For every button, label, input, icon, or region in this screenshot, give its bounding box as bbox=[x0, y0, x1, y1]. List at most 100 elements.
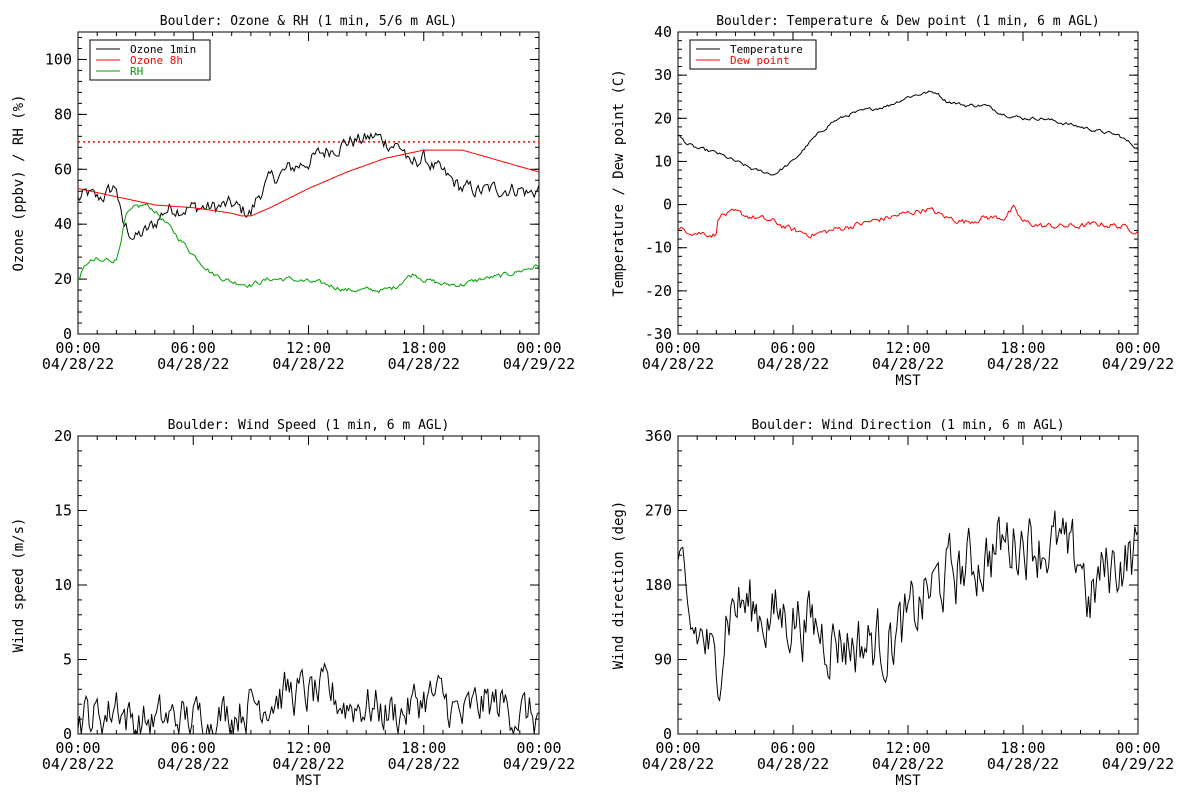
chart-title: Boulder: Ozone & RH (1 min, 5/6 m AGL) bbox=[160, 14, 457, 29]
y-tick-label: 270 bbox=[645, 502, 672, 520]
series-line-ozone-1min bbox=[78, 132, 539, 240]
x-tick-time-label: 12:00 bbox=[286, 339, 331, 357]
x-tick-date-label: 04/29/22 bbox=[1102, 355, 1174, 373]
y-tick-label: 60 bbox=[54, 160, 72, 178]
x-tick-date-label: 04/28/22 bbox=[42, 355, 114, 373]
plot-frame bbox=[677, 31, 1139, 335]
y-tick-label: 90 bbox=[654, 651, 672, 669]
x-tick-time-label: 00:00 bbox=[655, 739, 700, 757]
y-tick-label: -20 bbox=[645, 282, 672, 300]
x-tick-date-label: 04/28/22 bbox=[157, 755, 229, 773]
x-tick-time-label: 18:00 bbox=[1000, 739, 1045, 757]
x-tick-time-label: 18:00 bbox=[1000, 339, 1045, 357]
y-tick-label: 100 bbox=[45, 50, 72, 68]
plot-area bbox=[78, 132, 539, 294]
x-tick-date-label: 04/28/22 bbox=[42, 755, 114, 773]
y-axis-label: Wind direction (deg) bbox=[611, 501, 627, 670]
series-line-temperature bbox=[678, 90, 1138, 176]
x-tick-date-label: 04/28/22 bbox=[157, 355, 229, 373]
x-tick-time-label: 12:00 bbox=[885, 739, 930, 757]
series-line-data bbox=[678, 510, 1138, 702]
x-tick-time-label: 00:00 bbox=[1115, 339, 1160, 357]
y-tick-label: 15 bbox=[54, 502, 72, 520]
y-tick-label: 0 bbox=[63, 725, 72, 743]
x-tick-time-label: 00:00 bbox=[1115, 739, 1160, 757]
legend-label: RH bbox=[130, 65, 143, 78]
x-tick-time-label: 00:00 bbox=[516, 339, 561, 357]
x-tick-date-label: 04/28/22 bbox=[872, 355, 944, 373]
series-line-data bbox=[78, 661, 539, 734]
chart-title: Boulder: Wind Direction (1 min, 6 m AGL) bbox=[751, 418, 1064, 433]
y-tick-label: -10 bbox=[645, 239, 672, 257]
series-line-ozone-8h bbox=[78, 149, 539, 217]
x-tick-date-label: 04/28/22 bbox=[272, 755, 344, 773]
x-tick-time-label: 06:00 bbox=[770, 339, 815, 357]
x-tick-time-label: 18:00 bbox=[401, 339, 446, 357]
chart-panel-3: Boulder: Wind Speed (1 min, 6 m AGL) 0 5 10… bbox=[11, 418, 575, 789]
y-tick-label: 30 bbox=[654, 66, 672, 84]
y-tick-label: 360 bbox=[645, 427, 672, 445]
x-tick-time-label: 00:00 bbox=[516, 739, 561, 757]
x-tick-date-label: 04/28/22 bbox=[272, 355, 344, 373]
y-tick-label: 180 bbox=[645, 576, 672, 594]
x-tick-time-label: 12:00 bbox=[885, 339, 930, 357]
chart-title: Boulder: Wind Speed (1 min, 6 m AGL) bbox=[168, 418, 450, 433]
y-tick-label: 20 bbox=[54, 270, 72, 288]
x-tick-time-label: 18:00 bbox=[401, 739, 446, 757]
y-axis-label: Temperature / Dew point (C) bbox=[611, 69, 627, 297]
x-axis-label: MST bbox=[895, 373, 921, 389]
y-tick-label: 40 bbox=[654, 23, 672, 41]
x-tick-date-label: 04/28/22 bbox=[642, 355, 714, 373]
x-tick-date-label: 04/28/22 bbox=[757, 755, 829, 773]
x-tick-date-label: 04/28/22 bbox=[757, 355, 829, 373]
y-tick-label: 10 bbox=[54, 576, 72, 594]
y-tick-label: 10 bbox=[654, 152, 672, 170]
chart-panel-2: Boulder: Temperature & Dew point (1 min,… bbox=[611, 14, 1174, 389]
x-tick-time-label: 06:00 bbox=[770, 739, 815, 757]
legend-box bbox=[689, 39, 817, 70]
x-tick-time-label: 00:00 bbox=[55, 739, 100, 757]
plot-frame bbox=[677, 435, 1139, 735]
x-axis-label: MST bbox=[895, 773, 921, 789]
y-axis-label: Wind speed (m/s) bbox=[11, 518, 27, 653]
x-tick-date-label: 04/28/22 bbox=[388, 755, 460, 773]
chart-title: Boulder: Temperature & Dew point (1 min,… bbox=[716, 14, 1100, 29]
x-tick-time-label: 06:00 bbox=[171, 339, 216, 357]
x-tick-time-label: 00:00 bbox=[655, 339, 700, 357]
x-tick-date-label: 04/28/22 bbox=[987, 755, 1059, 773]
chart-panel-1: Boulder: Ozone & RH (1 min, 5/6 m AGL) 0 2… bbox=[11, 14, 575, 373]
y-tick-label: 20 bbox=[54, 427, 72, 445]
x-tick-date-label: 04/28/22 bbox=[642, 755, 714, 773]
y-tick-label: 80 bbox=[54, 105, 72, 123]
x-tick-time-label: 12:00 bbox=[286, 739, 331, 757]
plot-area bbox=[678, 510, 1138, 702]
plot-area bbox=[78, 661, 539, 734]
x-tick-date-label: 04/29/22 bbox=[503, 755, 575, 773]
y-axis-label: Ozone (ppbv) / RH (%) bbox=[11, 94, 27, 271]
y-tick-label: 0 bbox=[63, 325, 72, 343]
plot-area bbox=[678, 90, 1138, 239]
legend-label: Ozone 1min bbox=[130, 43, 196, 56]
x-tick-date-label: 04/29/22 bbox=[503, 355, 575, 373]
chart-panel-4: Boulder: Wind Direction (1 min, 6 m AGL)… bbox=[611, 418, 1174, 789]
x-tick-date-label: 04/28/22 bbox=[872, 755, 944, 773]
series-line-rh bbox=[78, 203, 539, 294]
x-tick-time-label: 06:00 bbox=[171, 739, 216, 757]
y-tick-label: 20 bbox=[654, 109, 672, 127]
y-tick-label: 0 bbox=[663, 196, 672, 214]
y-tick-label: 0 bbox=[663, 725, 672, 743]
x-axis-label: MST bbox=[296, 773, 322, 789]
y-tick-label: 5 bbox=[63, 651, 72, 669]
legend-label: Ozone 8h bbox=[130, 54, 183, 67]
series-line-dew-point bbox=[678, 204, 1138, 239]
x-tick-date-label: 04/28/22 bbox=[987, 355, 1059, 373]
x-tick-time-label: 00:00 bbox=[55, 339, 100, 357]
y-tick-label: 40 bbox=[54, 215, 72, 233]
x-tick-date-label: 04/29/22 bbox=[1102, 755, 1174, 773]
x-tick-date-label: 04/28/22 bbox=[388, 355, 460, 373]
legend-label: Temperature bbox=[730, 43, 803, 56]
legend-label: Dew point bbox=[730, 54, 790, 67]
y-tick-label: -30 bbox=[645, 325, 672, 343]
